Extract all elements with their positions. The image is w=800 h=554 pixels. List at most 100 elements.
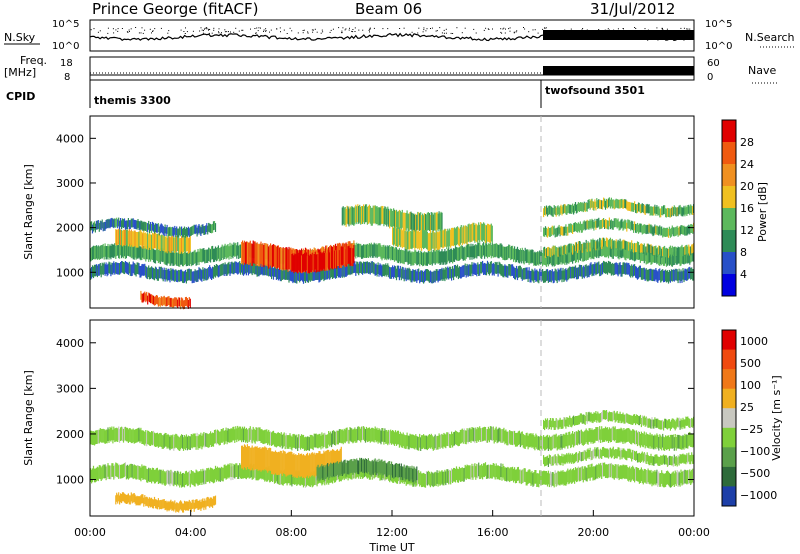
power-cell (690, 204, 692, 214)
power-cell (326, 267, 328, 280)
velocity-cell (598, 449, 600, 459)
power-cell (478, 242, 480, 257)
velocity-cell (151, 499, 154, 509)
power-cell (675, 207, 677, 217)
power-cell (660, 208, 662, 218)
power-cell (598, 241, 600, 251)
power-cell (585, 202, 587, 212)
power-cell (391, 209, 393, 227)
velocity-cell (301, 434, 303, 448)
power-cell (589, 200, 591, 210)
velocity-cell (279, 433, 281, 448)
power-cell (655, 249, 657, 263)
velocity-cell (379, 461, 381, 475)
power-cell (189, 269, 191, 281)
velocity-cell (302, 473, 305, 488)
power-cell (565, 224, 567, 234)
power-cell (652, 206, 654, 216)
velocity-cell (160, 500, 162, 510)
velocity-cell (642, 453, 644, 463)
power-cell (113, 261, 115, 273)
power-cell (126, 262, 128, 274)
nsearch-dot (254, 28, 256, 29)
velocity-cell (126, 464, 128, 479)
power-cell (435, 250, 437, 264)
power-cell (109, 219, 111, 229)
power-cell (659, 208, 661, 218)
velocity-cell (526, 432, 528, 447)
velocity-cell (544, 456, 547, 466)
velocity-cell (666, 457, 669, 467)
velocity-cell (302, 455, 304, 478)
power-cell (141, 232, 143, 248)
power-cell (172, 252, 174, 266)
velocity-cell (371, 459, 373, 474)
power-cell (442, 251, 444, 265)
power-cell (118, 263, 120, 275)
velocity-cell (418, 470, 420, 484)
velocity-cell (558, 434, 560, 449)
velocity-cell (567, 417, 569, 427)
velocity-cell (646, 433, 648, 448)
velocity-cell (543, 455, 545, 465)
velocity-cell (366, 460, 368, 474)
power-cell (431, 230, 433, 249)
power-cell (635, 247, 637, 261)
velocity-cell (573, 454, 575, 464)
cpid-segment-2: twofsound 3501 (545, 84, 645, 97)
power-cell (499, 262, 501, 275)
velocity-cell (504, 430, 506, 445)
velocity-cell (192, 471, 194, 485)
velocity-cell (610, 412, 612, 422)
power-cell (680, 206, 682, 216)
velocity-cell (266, 429, 268, 443)
velocity-cell (153, 496, 156, 506)
velocity-cell (537, 473, 539, 487)
velocity-cell (253, 447, 255, 470)
velocity-cell (314, 454, 316, 478)
power-cell (670, 252, 672, 267)
nsearch-dot (582, 28, 584, 29)
power-cell (612, 263, 614, 276)
velocity-cell (174, 434, 176, 449)
power-cell (437, 213, 439, 232)
velocity-cell (491, 464, 493, 479)
power-cell (187, 238, 189, 254)
power-cell (651, 250, 653, 265)
power-cell (159, 224, 161, 234)
velocity-cell (511, 431, 513, 445)
velocity-cell (597, 465, 599, 479)
velocity-cell (510, 431, 512, 445)
power-cell (143, 264, 145, 276)
velocity-cell (110, 465, 112, 480)
nsearch-dot (369, 31, 370, 33)
velocity-cell (604, 428, 606, 442)
power-cell (691, 205, 693, 215)
velocity-cell (619, 428, 621, 443)
velocity-heatmap (90, 410, 695, 513)
power-cell (377, 207, 379, 226)
velocity-cell (367, 427, 369, 442)
power-cell (451, 248, 453, 262)
power-cell (133, 262, 135, 275)
power-cell (545, 253, 548, 267)
velocity-cell (604, 410, 607, 420)
velocity-cell (566, 432, 568, 447)
power-cell (415, 230, 417, 248)
velocity-cell (611, 464, 613, 479)
power-cell (583, 201, 585, 211)
power-cell (661, 248, 663, 258)
power-cell (579, 241, 581, 251)
velocity-cell (91, 431, 94, 445)
velocity-cell (546, 434, 549, 449)
velocity-cell (483, 427, 485, 441)
velocity-cell (395, 463, 398, 477)
velocity-cell (673, 419, 675, 429)
velocity-cell (461, 428, 463, 443)
power-cell (382, 245, 384, 259)
velocity-cell (664, 437, 666, 451)
power-cell (351, 206, 353, 224)
power-cell (642, 224, 644, 234)
power-cell (468, 244, 470, 258)
velocity-cell (509, 430, 511, 444)
